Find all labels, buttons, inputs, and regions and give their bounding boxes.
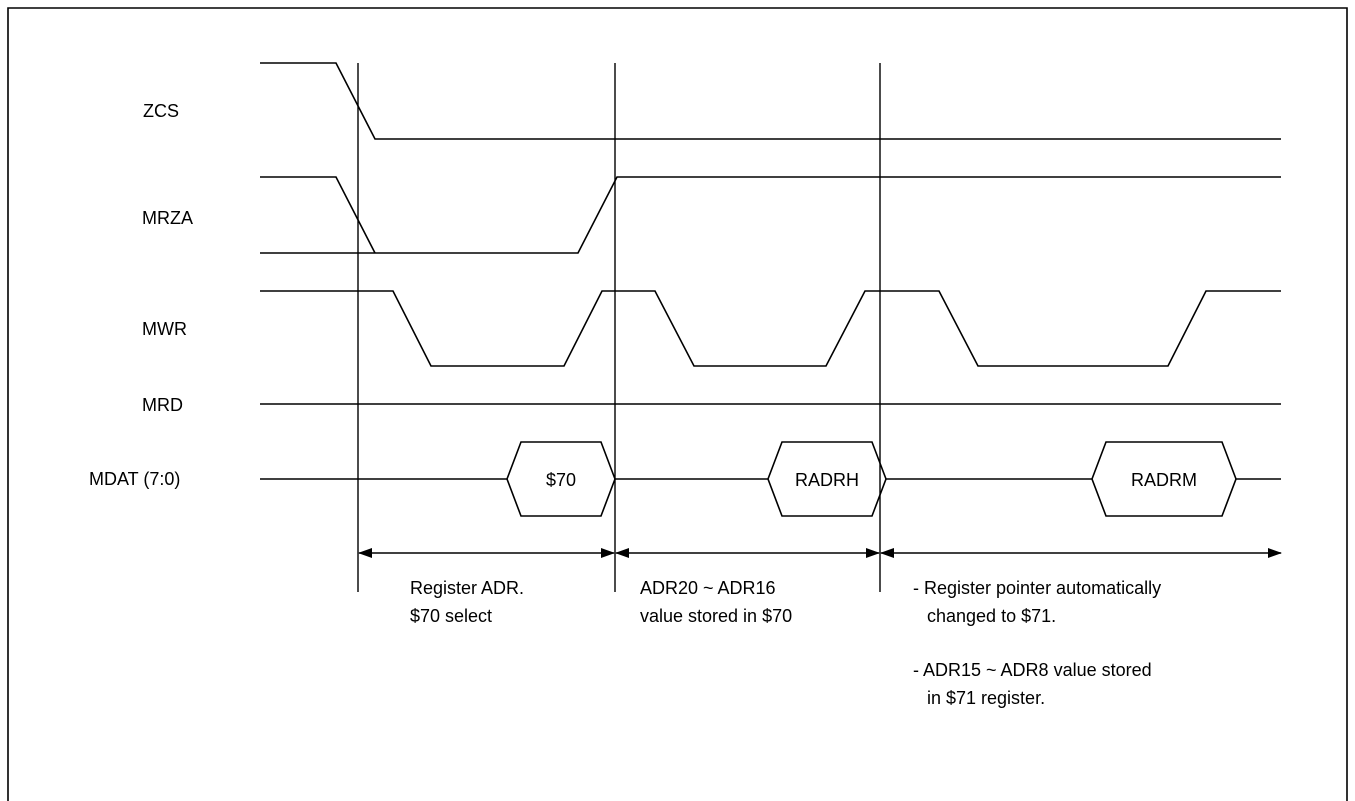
waveform-zcs — [260, 62, 1281, 140]
waveform-mrza-high — [260, 176, 376, 254]
bus-value-radrm: RADRM — [1131, 470, 1197, 490]
annotation-pointer-changed: - Register pointer automatically changed… — [913, 578, 1166, 626]
signal-label-mrza: MRZA — [142, 208, 193, 228]
waveform-mrza-low — [260, 176, 1281, 254]
annotation-pointer-line1: - Register pointer automatically — [913, 578, 1161, 598]
annotation-register-select-line1: Register ADR. — [410, 578, 524, 598]
annotation-register-select-line2: $70 select — [410, 606, 492, 626]
annotation-adr20-line2: value stored in $70 — [640, 606, 792, 626]
annotation-adr15-stored: - ADR15 ~ ADR8 value stored in $71 regis… — [913, 660, 1157, 708]
signal-label-mwr: MWR — [142, 319, 187, 339]
bus-value-radrh: RADRH — [795, 470, 859, 490]
annotation-adr15-line1: - ADR15 ~ ADR8 value stored — [913, 660, 1152, 680]
signal-label-zcs: ZCS — [143, 101, 179, 121]
waveform-mwr — [260, 290, 1281, 367]
bus-value-70: $70 — [546, 470, 576, 490]
waveform-mdat: $70 RADRH RADRM — [260, 441, 1281, 517]
annotation-adr15-line2: in $71 register. — [927, 688, 1045, 708]
annotation-adr20-line1: ADR20 ~ ADR16 — [640, 578, 776, 598]
annotation-adr20-stored: ADR20 ~ ADR16 value stored in $70 — [640, 578, 792, 626]
diagram-frame — [7, 7, 1348, 801]
signal-label-mrd: MRD — [142, 395, 183, 415]
signal-label-mdat: MDAT (7:0) — [89, 469, 180, 489]
annotation-pointer-line2: changed to $71. — [927, 606, 1056, 626]
annotation-register-select: Register ADR. $70 select — [410, 578, 529, 626]
